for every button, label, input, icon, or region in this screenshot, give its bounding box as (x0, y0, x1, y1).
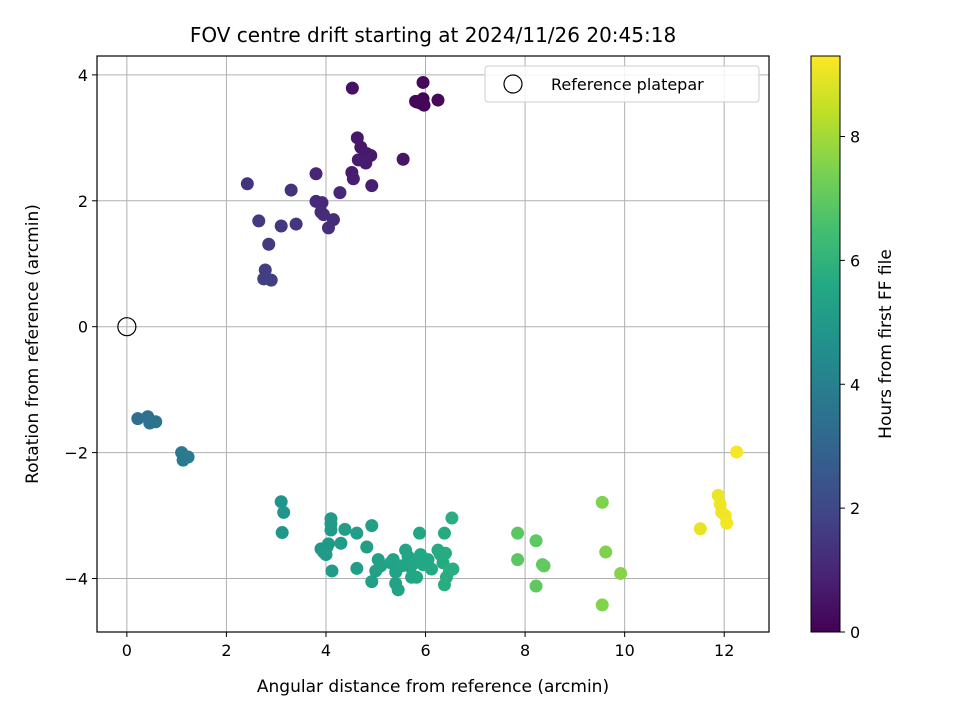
data-point (720, 516, 734, 530)
data-point (345, 81, 359, 95)
y-tick-label: 2 (78, 192, 88, 211)
data-point (437, 526, 451, 540)
data-point (529, 579, 543, 593)
x-axis: 0 2 4 6 8 10 12 (122, 632, 734, 660)
colorbar-tick-label: 4 (850, 375, 860, 394)
data-point (350, 526, 364, 540)
y-tick-label: 4 (78, 66, 88, 85)
data-point (693, 522, 707, 536)
data-point (614, 566, 628, 580)
data-point (321, 537, 335, 551)
data-point (511, 553, 525, 567)
colorbar-tick-label: 8 (850, 128, 860, 147)
data-point (240, 177, 254, 191)
y-tick-label: −2 (64, 444, 88, 463)
data-point (252, 214, 266, 228)
colorbar-tick-label: 0 (850, 623, 860, 642)
data-point (315, 196, 329, 210)
x-tick-label: 8 (520, 641, 530, 660)
data-point (338, 522, 352, 536)
data-point (730, 445, 744, 459)
x-tick-label: 0 (122, 641, 132, 660)
data-point (413, 526, 427, 540)
x-tick-label: 12 (714, 641, 734, 660)
legend: Reference platepar (484, 65, 760, 103)
data-point (438, 546, 452, 560)
data-point (374, 559, 388, 573)
x-tick-label: 4 (321, 641, 331, 660)
data-point (309, 167, 323, 181)
data-points (117, 75, 744, 612)
data-point (391, 583, 405, 597)
colorbar: 0 2 4 6 8 Hours from first FF file (810, 55, 896, 642)
data-point (416, 75, 430, 89)
x-tick-label: 10 (614, 641, 634, 660)
data-point (149, 415, 163, 429)
data-point (284, 183, 298, 197)
data-point (274, 219, 288, 233)
y-tick-label: 0 (78, 318, 88, 337)
data-point (365, 519, 379, 533)
data-point (365, 575, 379, 589)
data-point (316, 208, 330, 222)
legend-box (484, 65, 760, 103)
y-axis: −4 −2 0 2 4 (64, 66, 97, 588)
data-point (595, 598, 609, 612)
colorbar-ticks: 0 2 4 6 8 (840, 128, 860, 642)
data-point (346, 172, 360, 186)
x-tick-label: 2 (221, 641, 231, 660)
data-point (425, 562, 439, 576)
data-point (334, 536, 348, 550)
data-point (537, 559, 551, 573)
x-tick-label: 6 (420, 641, 430, 660)
colorbar-label: Hours from first FF file (876, 249, 896, 439)
data-point (445, 511, 459, 525)
data-point (319, 548, 333, 562)
colorbar-tick-label: 6 (850, 251, 860, 270)
data-point (131, 412, 145, 426)
data-point (529, 534, 543, 548)
data-point (396, 152, 410, 166)
data-point (595, 495, 609, 509)
data-point (264, 273, 278, 287)
reference-point-marker (117, 317, 137, 337)
data-point (511, 526, 525, 540)
data-point (325, 564, 339, 578)
y-tick-label: −4 (64, 569, 88, 588)
colorbar-gradient (810, 55, 841, 633)
data-point (324, 523, 338, 537)
legend-label: Reference platepar (551, 75, 704, 94)
data-point (277, 505, 291, 519)
x-axis-label: Angular distance from reference (arcmin) (257, 677, 609, 697)
legend-marker-icon (503, 74, 523, 94)
plot-frame (96, 55, 770, 633)
data-point (446, 562, 460, 576)
data-point (360, 540, 374, 554)
data-point (599, 545, 613, 559)
colorbar-tick-label: 2 (850, 499, 860, 518)
data-point (275, 526, 289, 540)
grid (97, 56, 769, 632)
data-point (289, 217, 303, 231)
data-point (365, 179, 379, 193)
data-point (350, 561, 364, 575)
data-point (321, 221, 335, 235)
data-point (431, 93, 445, 107)
data-point (262, 237, 276, 251)
data-point (181, 450, 195, 464)
data-point (333, 186, 347, 200)
data-point (409, 94, 423, 108)
y-axis-label: Rotation from reference (arcmin) (23, 204, 43, 484)
data-point (359, 156, 373, 170)
data-point (274, 495, 288, 509)
chart-title: FOV centre drift starting at 2024/11/26 … (190, 23, 676, 47)
data-point (410, 570, 424, 584)
